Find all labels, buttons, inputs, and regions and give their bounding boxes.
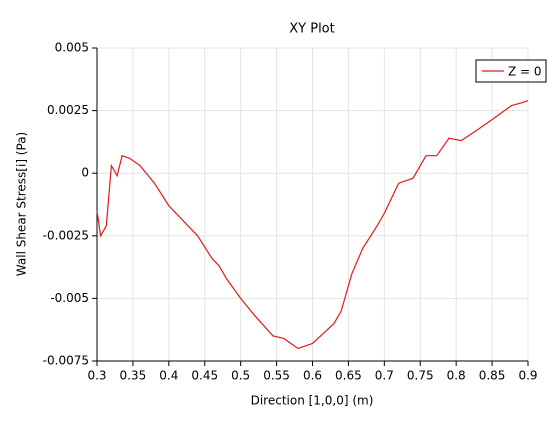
x-tick-label: 0.5	[231, 369, 250, 383]
legend-label: Z = 0	[508, 65, 542, 79]
data-line	[96, 100, 529, 350]
x-tick-label: 0.8	[447, 369, 466, 383]
y-axis-label: Wall Shear Stress[i] (Pa)	[15, 132, 29, 276]
x-tick-label: 0.55	[263, 369, 290, 383]
chart-title: XY Plot	[289, 22, 334, 37]
y-tick-label: 0	[81, 166, 89, 180]
x-tick-label: 0.75	[407, 369, 434, 383]
x-tick-label: 0.7	[375, 369, 394, 383]
x-tick-label: 0.3	[87, 369, 106, 383]
y-tick-label: 0.0025	[47, 103, 89, 117]
y-tick-label: 0.005	[55, 41, 89, 55]
x-axis-label: Direction [1,0,0] (m)	[251, 394, 374, 408]
y-tick-label: -0.0025	[43, 228, 89, 242]
x-tick-label: 0.6	[303, 369, 322, 383]
y-tick-label: -0.005	[50, 291, 89, 305]
x-tick-label: 0.9	[518, 369, 537, 383]
x-tick-label: 0.45	[191, 369, 218, 383]
x-tick-label: 0.4	[159, 369, 178, 383]
x-tick-label: 0.35	[120, 369, 147, 383]
x-tick-label: 0.85	[479, 369, 506, 383]
legend-box	[475, 59, 547, 83]
x-tick-label: 0.65	[335, 369, 362, 383]
y-tick-label: -0.0075	[43, 354, 89, 368]
